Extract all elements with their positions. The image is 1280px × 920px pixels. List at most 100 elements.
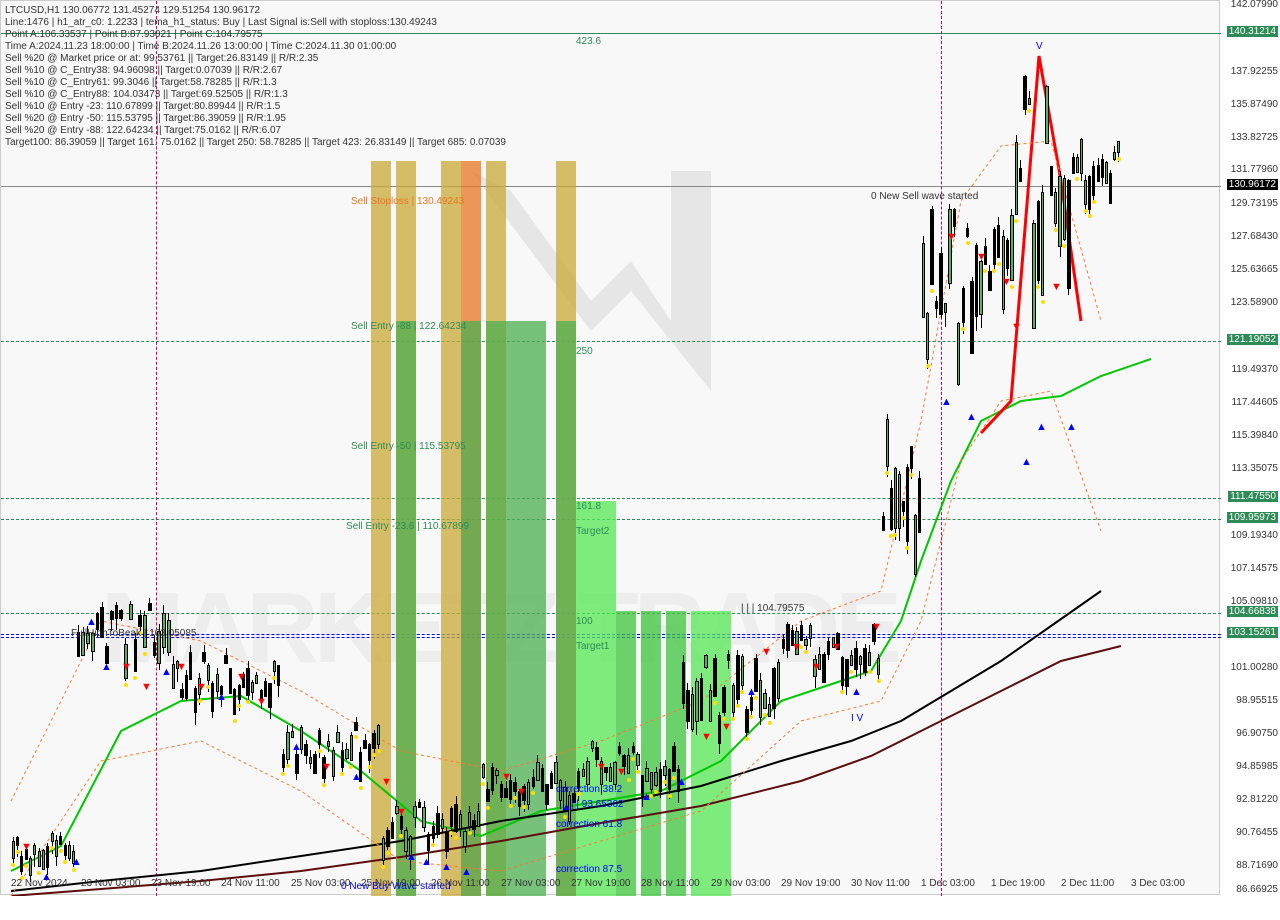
candle-body [768, 704, 772, 717]
candle-body [1084, 180, 1087, 205]
candle-body [618, 746, 622, 754]
annotation: 423.6 [576, 36, 601, 47]
signal-dot [468, 831, 472, 835]
candle-body [238, 685, 241, 701]
signal-dot [763, 713, 767, 717]
y-axis-label: 103.15261 [1227, 627, 1278, 638]
candle-body [1063, 178, 1066, 240]
y-axis-label: 129.73195 [1231, 198, 1278, 209]
signal-dot [377, 749, 381, 753]
arrow-down-icon: ▼ [1001, 276, 1012, 288]
x-axis-label: 23 Nov 19:00 [151, 878, 211, 889]
candle-body [491, 767, 495, 791]
candle-body [845, 659, 849, 688]
candle-body [1101, 159, 1104, 178]
arrow-down-icon: ▼ [721, 721, 732, 733]
arrow-up-icon: ▲ [71, 856, 82, 868]
arrow-down-icon: ▼ [976, 251, 987, 263]
candle-body [377, 725, 381, 745]
candle-body [202, 652, 205, 662]
arrow-up-icon: ▲ [291, 741, 302, 753]
arrow-down-icon: ▼ [396, 806, 407, 818]
signal-dot [272, 676, 276, 680]
signal-dot [926, 364, 930, 368]
annotation: Sell Entry -50 | 115.53795 [351, 441, 466, 452]
signal-dot [905, 546, 909, 550]
candle-body [382, 838, 386, 861]
candle-body [115, 605, 119, 619]
candle-body [482, 764, 486, 777]
candle-body [654, 772, 658, 786]
signal-dot [893, 533, 897, 537]
candle-body [1023, 76, 1026, 110]
candle-body [782, 639, 786, 649]
candle-body [1006, 240, 1009, 270]
annotation: 0 New Sell wave started [871, 191, 978, 202]
signal-dot [1062, 244, 1066, 248]
y-axis-label: 125.63665 [1231, 264, 1278, 275]
candle-body [682, 662, 686, 704]
signal-dot [1088, 214, 1092, 218]
candle-body [1054, 192, 1057, 224]
info-line: Sell %20 @ Entry -50: 115.53795 || Targe… [5, 113, 506, 125]
y-axis-label: 96.90750 [1236, 728, 1278, 739]
y-axis-label: 119.49370 [1231, 364, 1278, 375]
zone-bar [486, 321, 506, 896]
y-axis-label: 123.58900 [1231, 297, 1278, 308]
info-line: Sell %20 @ Entry -88: 122.64234 || Targe… [5, 125, 506, 137]
y-axis-label: 117.44605 [1231, 397, 1278, 408]
signal-dot [368, 765, 372, 769]
candle-body [38, 851, 41, 867]
y-axis-label: 109.95973 [1227, 512, 1278, 523]
candle-body [341, 750, 345, 768]
candle-body [504, 788, 508, 797]
annotation: FullHighToBeak | 103.05085 [71, 628, 196, 639]
x-axis: 22 Nov 202423 Nov 03:0023 Nov 19:0024 No… [1, 869, 1221, 894]
candle-body [332, 750, 336, 777]
candle-body [709, 690, 713, 722]
signal-dot [1117, 157, 1121, 161]
signal-dot [1027, 109, 1031, 113]
candle-body [422, 807, 426, 829]
candle-body [304, 744, 308, 756]
chart-area[interactable]: MARKETZ TRADE ▼▲▲▲▲▼▼▲▼▼▲▼▼▲▼▲▼▼▲▲▲▲▼▼▲▼… [0, 0, 1220, 895]
y-axis-label: 111.47550 [1228, 491, 1278, 502]
candle-body [527, 782, 531, 805]
info-line: Sell %10 @ C_Entry61: 99.3046 || Target:… [5, 77, 506, 89]
candle-body [42, 850, 45, 870]
y-axis-label: 104.66838 [1227, 606, 1278, 617]
candle-body [1058, 176, 1061, 247]
signal-dot [281, 772, 285, 776]
candle-body [1041, 192, 1044, 296]
y-axis-label: 121.19052 [1227, 334, 1278, 345]
candle-body [404, 830, 408, 852]
candle-body [910, 446, 913, 469]
candle-body [997, 225, 1000, 257]
y-axis-label: 131.77960 [1231, 164, 1278, 175]
candle-body [868, 652, 872, 666]
candle-body [672, 746, 676, 772]
candle-body [988, 271, 991, 291]
signal-dot [486, 806, 490, 810]
arrow-up-icon: ▲ [421, 856, 432, 868]
arrow-down-icon: ▼ [811, 661, 822, 673]
zone-bar [576, 501, 596, 896]
candle-body [1097, 165, 1100, 182]
candle-body [1010, 215, 1013, 280]
candle-body [800, 625, 804, 642]
candle-body [477, 811, 481, 827]
candle-body [207, 665, 210, 681]
y-axis-label: 142.07990 [1231, 0, 1278, 10]
candle-body [295, 754, 299, 774]
arrow-down-icon: ▼ [121, 661, 132, 673]
signal-dot [286, 764, 290, 768]
y-axis-label: 98.95515 [1236, 695, 1278, 706]
candle-body [363, 740, 367, 749]
candle-body [713, 658, 717, 697]
zone-bar [641, 611, 661, 896]
arrow-down-icon: ▼ [501, 771, 512, 783]
zone-bar [596, 501, 616, 896]
candle-body [741, 656, 745, 687]
candle-body [935, 301, 938, 309]
signal-dot [901, 516, 905, 520]
